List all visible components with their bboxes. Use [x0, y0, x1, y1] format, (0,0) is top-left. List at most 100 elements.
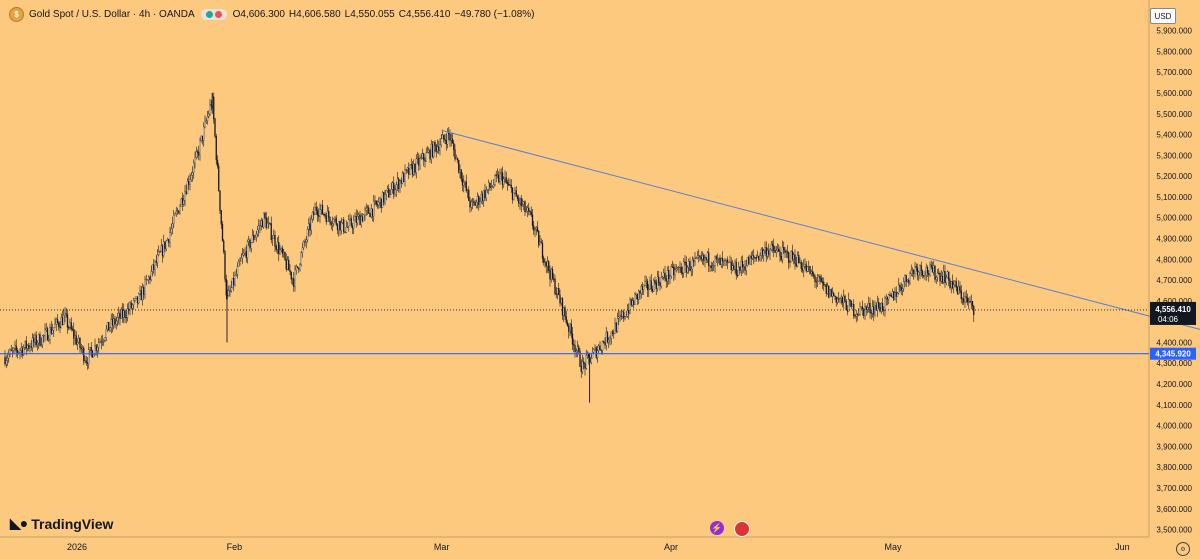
candle-body	[143, 287, 145, 295]
candle-body	[963, 298, 965, 303]
candle-body	[313, 212, 315, 216]
candle-body	[860, 306, 862, 308]
tradingview-logo[interactable]: ◣● TradingView	[10, 515, 113, 532]
candle-body	[158, 251, 160, 256]
candle-body	[588, 354, 590, 358]
candle-body	[681, 272, 684, 274]
candle-body	[245, 251, 247, 259]
candle-body	[264, 213, 266, 218]
candle-body	[903, 281, 905, 289]
candle-body	[489, 182, 491, 188]
status-indicators[interactable]	[200, 8, 227, 20]
candle-body	[23, 347, 25, 355]
us-flag-icon[interactable]	[734, 521, 750, 537]
flash-icon[interactable]: ⚡	[710, 521, 724, 535]
candle-body	[379, 198, 381, 203]
candle-body	[575, 350, 577, 352]
candle-body	[51, 330, 54, 334]
candle-body	[798, 254, 800, 263]
candle-body	[110, 319, 112, 329]
symbol-legend[interactable]: $ Gold Spot / U.S. Dollar · 4h · OANDA O…	[0, 0, 1150, 28]
candle-body	[380, 198, 382, 208]
candle-body	[444, 138, 446, 141]
candle-body	[33, 337, 35, 343]
candle-body	[763, 250, 765, 256]
candle-body	[118, 312, 120, 318]
price-tick-label: 5,400.000	[1156, 131, 1192, 140]
candle-body	[5, 360, 7, 365]
price-tick-label: 3,800.000	[1156, 463, 1192, 472]
candle-body	[293, 278, 295, 287]
candle-body	[148, 276, 150, 281]
candle-body	[133, 300, 135, 305]
candle-body	[188, 180, 190, 185]
candle-body	[233, 278, 235, 285]
candle-body	[240, 257, 242, 262]
candle-body	[321, 204, 324, 215]
candle-body	[375, 200, 377, 205]
candle-body	[411, 164, 414, 175]
current-price-value: 4,556.410	[1155, 305, 1191, 314]
candle-body	[403, 173, 405, 182]
candle-body	[925, 267, 927, 276]
candle-body	[81, 347, 84, 350]
candle-body	[35, 335, 37, 345]
candle-body	[735, 261, 737, 276]
candle-body	[115, 320, 117, 325]
candle-body	[36, 342, 39, 345]
candle-body	[88, 349, 90, 364]
candle-body	[541, 242, 544, 259]
candle-body	[160, 245, 162, 252]
candle-body	[46, 328, 49, 341]
tradingview-mark-icon: ◣●	[10, 515, 28, 531]
candle-body	[150, 271, 152, 280]
candle-body	[480, 194, 482, 202]
close-value: C4,556.410	[398, 8, 451, 20]
candle-body	[615, 323, 617, 332]
candle-body	[365, 208, 367, 211]
candle-body	[128, 308, 130, 311]
price-tick-label: 5,500.000	[1156, 110, 1192, 119]
symbol-title[interactable]: Gold Spot / U.S. Dollar · 4h · OANDA	[29, 8, 195, 20]
candle-body	[740, 261, 742, 271]
candle-body	[836, 298, 839, 303]
candle-body	[554, 278, 556, 294]
price-axis[interactable]: 5,900.000 5,800.000 5,700.000 5,600.000 5,50…	[1156, 27, 1192, 535]
candle-body	[884, 298, 886, 311]
candle-body	[778, 249, 780, 252]
candle-body	[830, 289, 832, 297]
candle-body	[716, 258, 719, 260]
candle-body	[468, 189, 470, 201]
candle-body	[648, 288, 650, 291]
candle-body	[136, 296, 139, 304]
candle-body	[749, 256, 751, 265]
candle-body	[539, 241, 541, 246]
candle-body	[585, 355, 587, 369]
candle-body	[416, 157, 419, 160]
change-value: −49.780 (−1.08%)	[454, 8, 535, 20]
candle-body	[438, 146, 440, 151]
candle-body	[471, 201, 474, 203]
currency-button[interactable]: USD	[1150, 8, 1176, 24]
candle-body	[783, 247, 785, 251]
candle-body	[516, 196, 519, 199]
trendline[interactable]	[441, 129, 1200, 353]
candle-body	[266, 223, 269, 228]
candle-body	[174, 213, 176, 216]
settings-icon[interactable]: ⚙	[1176, 542, 1190, 556]
time-axis[interactable]: 2026FebMarAprMayJunJulAug	[67, 542, 1200, 552]
candle-body	[954, 281, 956, 286]
candle-body	[426, 152, 429, 154]
candle-body	[530, 211, 532, 216]
candle-body	[966, 297, 969, 303]
candle-body	[418, 157, 420, 166]
candle-body	[758, 256, 760, 260]
candle-body	[886, 297, 889, 300]
candle-body	[668, 269, 670, 280]
candle-body	[138, 293, 140, 304]
candle-body	[29, 346, 31, 349]
candle-body	[953, 284, 955, 288]
candle-body	[113, 318, 115, 326]
candle-body	[500, 172, 502, 174]
